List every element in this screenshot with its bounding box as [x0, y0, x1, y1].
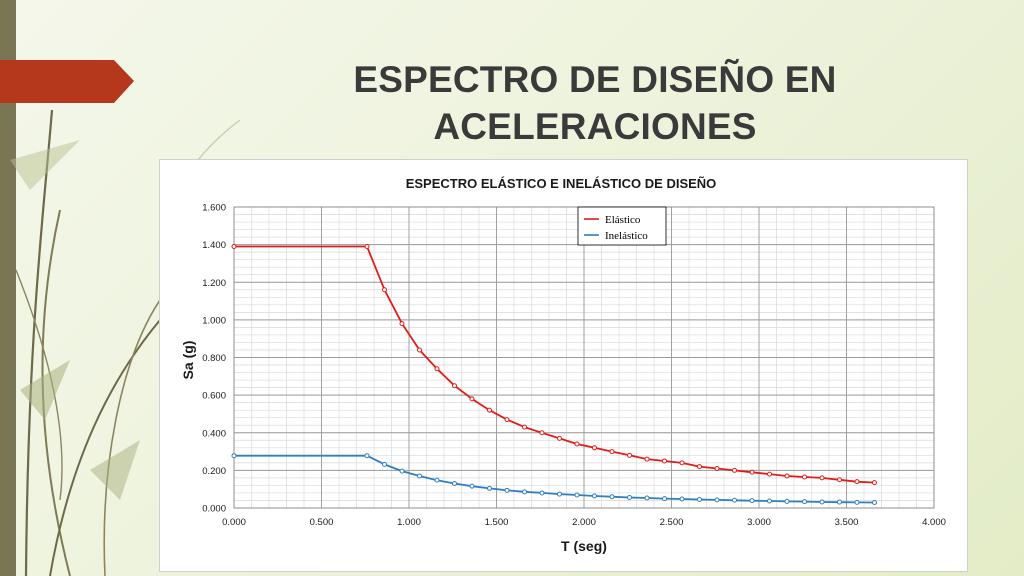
- data-point: [609, 494, 615, 500]
- data-point: [231, 453, 237, 459]
- legend-label: Elástico: [605, 214, 641, 226]
- data-point: [592, 493, 597, 499]
- data-point: [557, 435, 562, 441]
- data-point: [749, 498, 755, 504]
- data-point: [837, 477, 842, 483]
- data-point: [557, 491, 562, 497]
- y-tick-label: 1.600: [202, 203, 226, 214]
- y-tick-label: 0.800: [202, 353, 226, 364]
- series-inelastic: [231, 453, 877, 506]
- data-point: [644, 456, 650, 462]
- data-point: [609, 449, 615, 455]
- data-point: [399, 468, 405, 474]
- data-point: [434, 477, 440, 483]
- data-point: [819, 499, 825, 505]
- y-axis-label: Sa (g): [180, 341, 196, 380]
- x-axis-label: T (seg): [561, 538, 607, 554]
- chart: ESPECTRO ELÁSTICO E INELÁSTICO DE DISEÑO…: [180, 176, 946, 554]
- legend: Elástico Inelástico: [577, 206, 667, 246]
- data-point: [679, 460, 685, 466]
- data-point: [784, 498, 790, 504]
- data-point: [767, 498, 772, 504]
- data-point: [662, 458, 667, 464]
- x-tick-label: 0.500: [310, 517, 334, 528]
- data-point: [399, 321, 405, 327]
- x-tick-label: 1.000: [397, 517, 421, 528]
- data-point: [504, 417, 510, 423]
- legend-label: Inelástico: [605, 230, 648, 242]
- data-point: [434, 366, 440, 372]
- legend-box: [577, 206, 667, 246]
- data-point: [574, 441, 580, 447]
- x-tick-label: 0.000: [222, 517, 246, 528]
- series-elastic: [231, 244, 877, 486]
- slide-title: ESPECTRO DE DISEÑO EN ACELERACIONES: [300, 56, 890, 150]
- data-point: [714, 497, 720, 503]
- tick-labels: 0.000 0.500 1.000 1.500 2.000 2.500 3.000 3.500…: [202, 203, 946, 529]
- data-point: [469, 483, 475, 489]
- data-point: [417, 347, 422, 353]
- slide-title-line2: ACELERACIONES: [433, 106, 757, 147]
- title-arrow-tab: [0, 60, 134, 103]
- data-point: [364, 244, 370, 250]
- data-point: [452, 383, 457, 389]
- data-point: [714, 465, 720, 471]
- data-point: [872, 500, 877, 506]
- data-point: [627, 494, 632, 500]
- data-point: [487, 485, 492, 491]
- data-point: [749, 469, 755, 475]
- data-point: [837, 499, 842, 505]
- data-point: [819, 475, 825, 481]
- data-point: [364, 453, 370, 459]
- y-tick-label: 1.200: [202, 278, 226, 289]
- chart-title: ESPECTRO ELÁSTICO E INELÁSTICO DE DISEÑO: [406, 176, 717, 191]
- data-point: [574, 492, 580, 498]
- data-point: [487, 407, 492, 413]
- data-point: [854, 499, 860, 505]
- grid: [233, 206, 935, 509]
- data-point: [382, 461, 387, 467]
- x-tick-label: 1.500: [485, 517, 509, 528]
- x-tick-label: 2.500: [660, 517, 684, 528]
- chart-panel: ESPECTRO ELÁSTICO E INELÁSTICO DE DISEÑO…: [159, 159, 968, 572]
- data-point: [697, 497, 702, 503]
- data-point: [679, 496, 685, 502]
- y-tick-label: 1.000: [202, 315, 226, 326]
- data-point: [784, 473, 790, 479]
- data-point: [417, 473, 422, 479]
- data-point: [539, 430, 545, 436]
- data-point: [802, 499, 807, 505]
- data-point: [732, 467, 737, 473]
- data-point: [382, 287, 387, 293]
- data-point: [662, 496, 667, 502]
- y-tick-label: 0.600: [202, 391, 226, 402]
- data-point: [592, 445, 597, 451]
- data-point: [872, 480, 877, 486]
- data-point: [627, 452, 632, 458]
- y-tick-label: 0.200: [202, 466, 226, 477]
- data-point: [452, 481, 457, 487]
- data-point: [802, 474, 807, 480]
- y-tick-label: 0.400: [202, 428, 226, 439]
- data-point: [697, 464, 702, 470]
- data-point: [539, 490, 545, 496]
- x-tick-label: 2.000: [572, 517, 596, 528]
- x-tick-label: 4.000: [922, 517, 946, 528]
- y-tick-label: 1.400: [202, 240, 226, 251]
- y-tick-label: 0.000: [202, 504, 226, 515]
- data-point: [522, 424, 527, 430]
- x-tick-label: 3.000: [747, 517, 771, 528]
- data-point: [522, 489, 527, 495]
- data-point: [469, 396, 475, 402]
- series: [231, 244, 877, 506]
- data-point: [854, 479, 860, 485]
- data-point: [767, 471, 772, 477]
- data-point: [504, 487, 510, 493]
- data-point: [231, 244, 237, 250]
- data-point: [644, 495, 650, 501]
- data-point: [732, 497, 737, 503]
- slide-title-line1: ESPECTRO DE DISEÑO EN: [353, 59, 837, 100]
- x-tick-label: 3.500: [835, 517, 859, 528]
